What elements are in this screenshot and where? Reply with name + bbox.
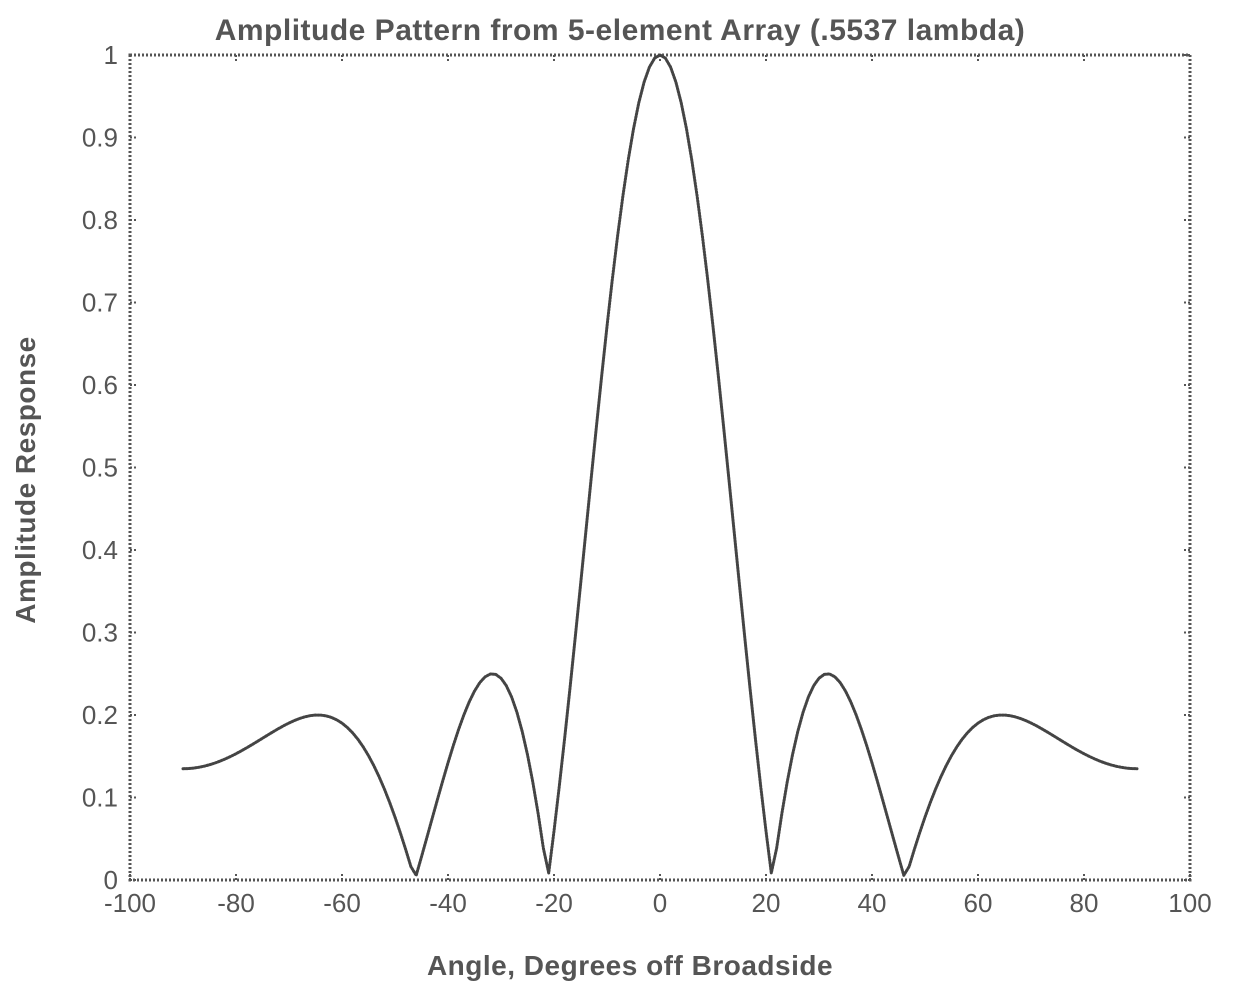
- chart-title: Amplitude Pattern from 5-element Array (…: [215, 14, 1026, 47]
- x-tick-label: 40: [858, 888, 887, 918]
- x-axis-label: Angle, Degrees off Broadside: [427, 950, 833, 981]
- y-tick-label: 0.8: [82, 205, 118, 235]
- y-tick-label: 0.2: [82, 700, 118, 730]
- plot-border: [130, 55, 1190, 880]
- y-tick-label: 0: [104, 865, 118, 895]
- x-tick-label: 100: [1168, 888, 1211, 918]
- plot-area: -100-80-60-40-2002040608010000.10.20.30.…: [82, 40, 1212, 918]
- x-tick-label: 0: [653, 888, 667, 918]
- amplitude-curve: [183, 55, 1137, 875]
- y-tick-label: 0.6: [82, 370, 118, 400]
- y-tick-label: 0.5: [82, 453, 118, 483]
- y-tick-label: 1: [104, 40, 118, 70]
- y-tick-label: 0.3: [82, 618, 118, 648]
- amplitude-pattern-chart: Amplitude Pattern from 5-element Array (…: [0, 0, 1240, 997]
- x-tick-label: -80: [217, 888, 255, 918]
- x-tick-label: 20: [752, 888, 781, 918]
- x-tick-label: 60: [964, 888, 993, 918]
- x-tick-label: -40: [429, 888, 467, 918]
- y-tick-label: 0.7: [82, 288, 118, 318]
- x-tick-label: -20: [535, 888, 573, 918]
- x-tick-label: -60: [323, 888, 361, 918]
- y-tick-label: 0.4: [82, 535, 118, 565]
- x-tick-label: 80: [1070, 888, 1099, 918]
- y-tick-label: 0.1: [82, 783, 118, 813]
- y-axis-label: Amplitude Response: [10, 336, 41, 623]
- y-tick-label: 0.9: [82, 123, 118, 153]
